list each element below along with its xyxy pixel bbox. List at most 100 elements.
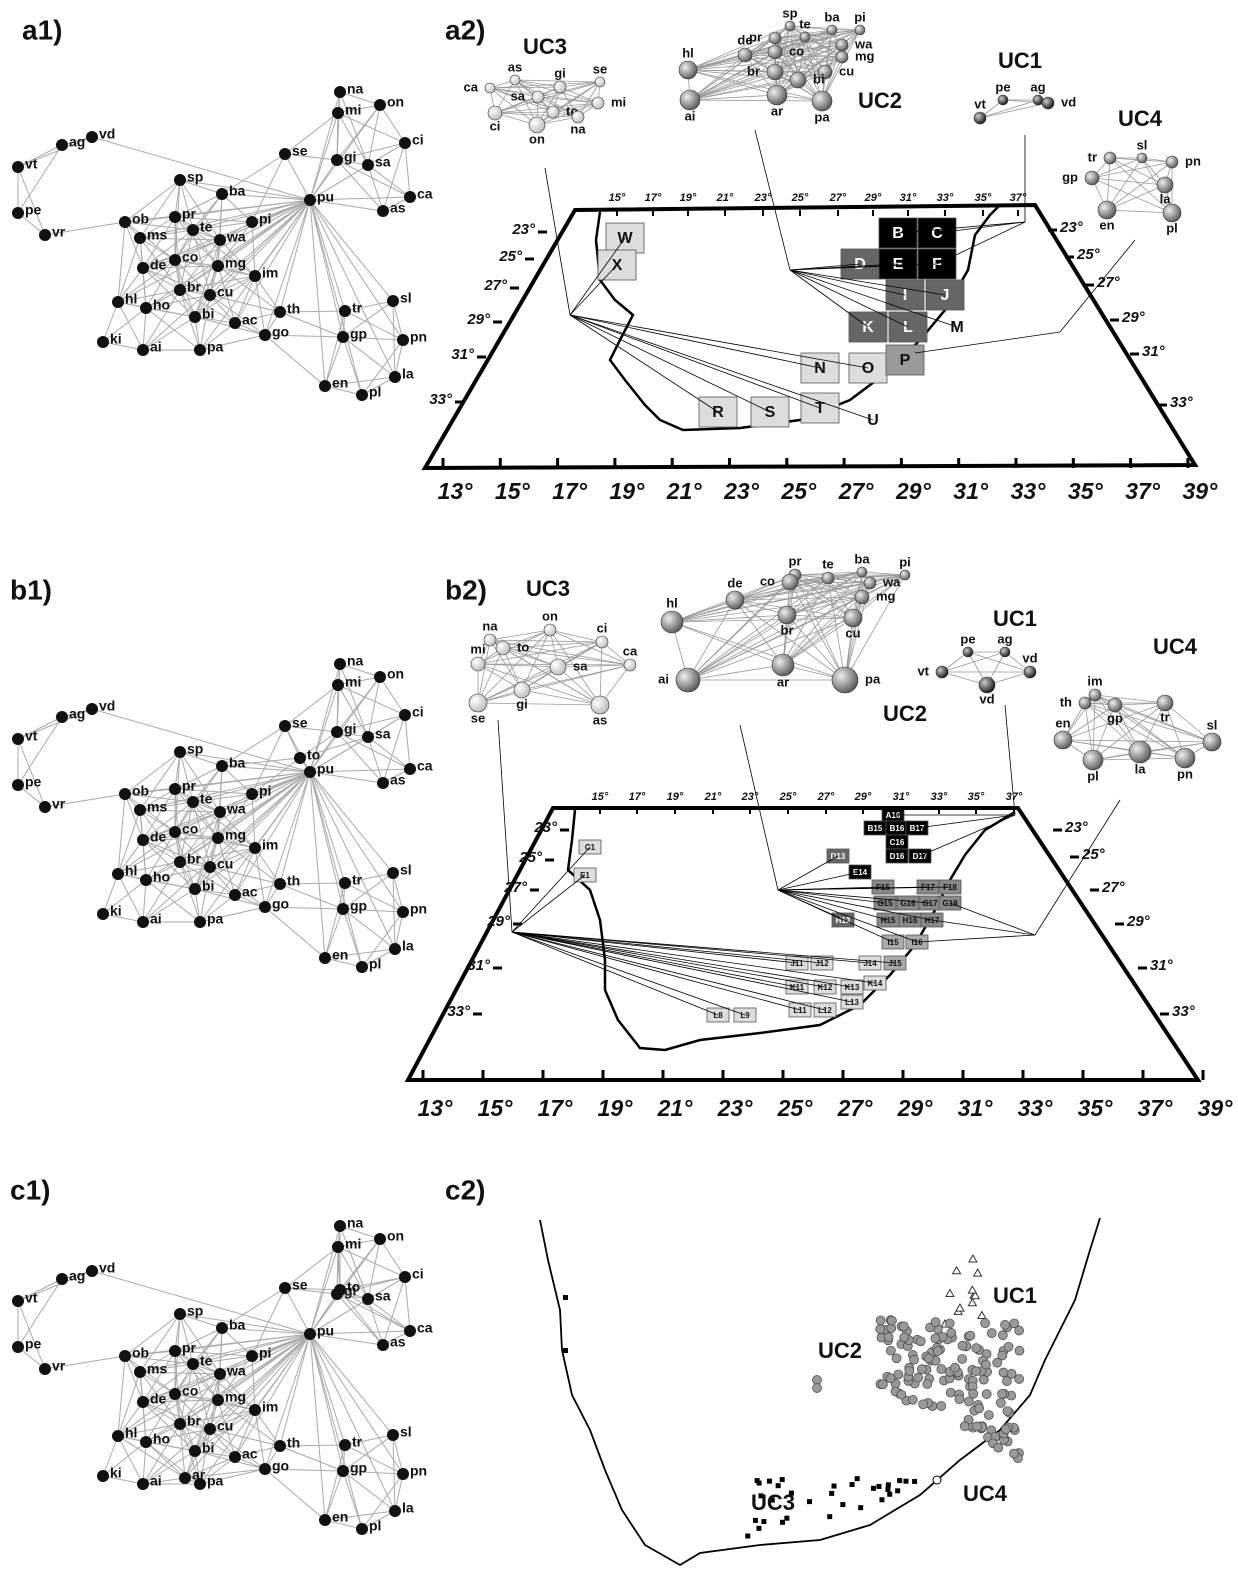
uc3-point [757, 1481, 762, 1486]
node-label: th [287, 1435, 300, 1451]
lat-label: 23° [533, 819, 558, 836]
mini-label: br [781, 622, 794, 637]
network-node [169, 1345, 181, 1357]
mini-label: vt [974, 96, 986, 111]
cell-label: K12 [818, 983, 833, 992]
uc3-point [903, 1479, 908, 1484]
cell-label: C [931, 225, 943, 242]
mini-node [550, 659, 566, 675]
uc2-point [955, 1395, 964, 1404]
node-label: sl [400, 862, 412, 878]
mini-node [1042, 97, 1054, 109]
network-node [12, 779, 24, 791]
network-node [212, 1394, 224, 1406]
lon-label: 19° [667, 791, 684, 803]
network-node [169, 254, 181, 266]
node-label: sp [187, 169, 203, 185]
mini-node [471, 657, 485, 671]
uc3-point [807, 1499, 812, 1504]
node-label: en [332, 947, 348, 963]
lon-label: 13° [418, 1095, 454, 1121]
mini-node [778, 606, 796, 624]
mini-node [855, 25, 865, 35]
network-node [112, 1430, 124, 1442]
node-label: as [390, 772, 406, 788]
network-node [319, 952, 331, 964]
mini-label: sl [1137, 137, 1148, 152]
lon-label: 15° [609, 192, 626, 204]
node-label: pn [410, 1463, 427, 1479]
uc2-point [996, 1398, 1005, 1407]
uc2-point [981, 1319, 990, 1328]
network-node [334, 1220, 346, 1232]
node-label: to [307, 747, 320, 763]
network-node [174, 1418, 186, 1430]
uc2-point [813, 1384, 822, 1393]
lon-label: 27° [829, 192, 847, 204]
node-label: cu [217, 856, 233, 872]
lon-label: 33° [1018, 1095, 1054, 1121]
network-node [169, 826, 181, 838]
network-node [389, 943, 401, 955]
mini-node [1085, 171, 1099, 185]
lon-label: 33° [931, 791, 948, 803]
uc2-point [982, 1360, 991, 1369]
node-label: de [150, 829, 167, 845]
mini-label: mg [855, 48, 875, 63]
uc2-point [900, 1333, 909, 1342]
group-name: UC2 [818, 1338, 862, 1363]
mini-label: gp [1062, 169, 1078, 184]
network-node [140, 874, 152, 886]
uc3-point [745, 1534, 750, 1539]
lon-label: 17° [538, 1095, 574, 1121]
node-label: br [187, 279, 202, 295]
mini-label: ba [824, 9, 840, 24]
uc2-point [958, 1354, 967, 1363]
network-node [337, 903, 349, 915]
network-node [174, 1308, 186, 1320]
lon-label: 23° [741, 791, 759, 803]
uc3-point [776, 1483, 781, 1488]
lon-label: 35° [975, 192, 992, 204]
mini-node [1024, 666, 1036, 678]
mini-label: ar [771, 103, 783, 118]
lon-label: 39° [1198, 1095, 1234, 1121]
lon-label: 29° [895, 478, 932, 504]
uc2-point [999, 1368, 1008, 1377]
network-node [377, 777, 389, 789]
mini-label: ci [597, 620, 608, 635]
lon-label: 21° [704, 791, 722, 803]
node-label: to [347, 1279, 360, 1295]
network-node [187, 224, 199, 236]
node-label: vt [25, 728, 38, 744]
mini-label: gi [554, 65, 566, 80]
uc2-point [1003, 1407, 1012, 1416]
uc2-point [945, 1319, 954, 1328]
node-label: gi [344, 149, 356, 165]
cell-label: D13 [831, 852, 846, 861]
mini-label: to [517, 639, 529, 654]
node-label: te [200, 1353, 213, 1369]
network-node [249, 270, 261, 282]
uc3-point [887, 1492, 892, 1497]
mini-label: mi [470, 641, 485, 656]
lon-label: 31° [893, 791, 910, 803]
uc2-point [910, 1355, 919, 1364]
lon-label: 35° [1078, 1095, 1114, 1121]
uc2-point [987, 1329, 996, 1338]
group-name: UC1 [998, 48, 1042, 73]
mini-label: na [570, 121, 586, 136]
node-label: ai [150, 911, 162, 927]
mini-node [1083, 750, 1103, 770]
node-label: ba [229, 755, 246, 771]
mini-node [595, 77, 605, 87]
group-name: UC3 [523, 34, 567, 59]
network-node [374, 99, 386, 111]
network-node [249, 842, 261, 854]
mini-label: pr [789, 553, 802, 568]
mini-label: de [727, 575, 742, 590]
network-node [97, 1470, 109, 1482]
network-node [229, 317, 241, 329]
mini-node [900, 570, 910, 580]
mini-node [767, 64, 783, 80]
